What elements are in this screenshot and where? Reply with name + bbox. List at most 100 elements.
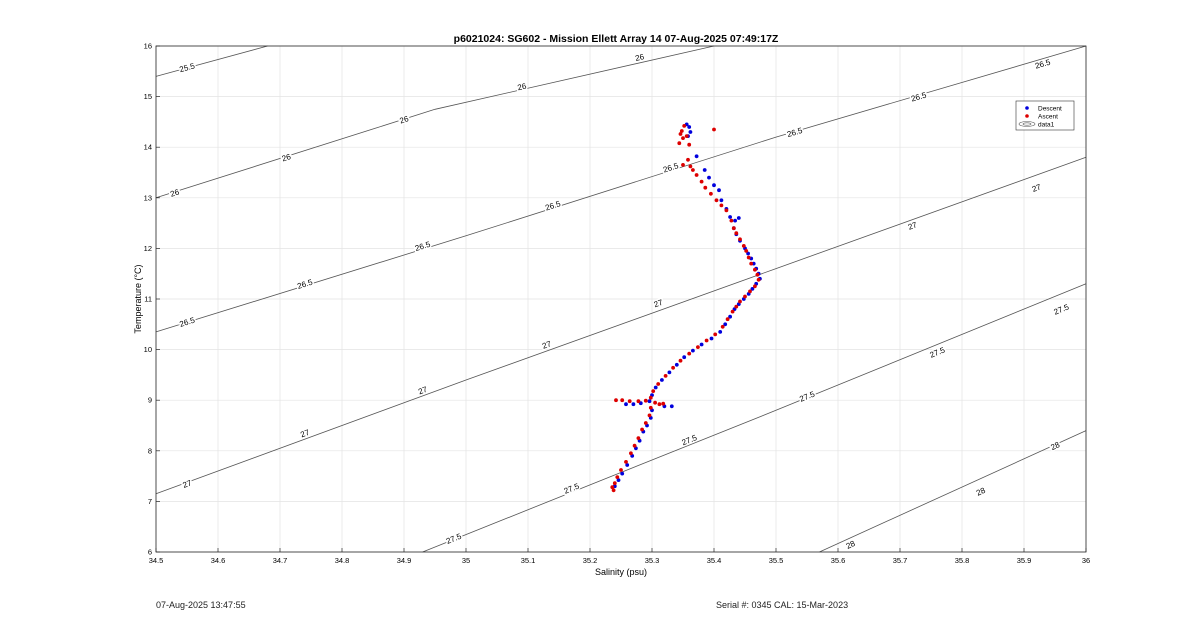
legend-label: Ascent (1038, 113, 1058, 120)
contour-label: 27.5 (445, 531, 463, 545)
contour-label: 27 (907, 220, 919, 232)
x-tick-label: 35.6 (831, 556, 846, 565)
isopycnal-27 (155, 156, 1087, 495)
y-tick-label: 15 (144, 92, 152, 101)
descent-point (702, 168, 707, 172)
ascent-point (682, 124, 687, 128)
ascent-point (748, 289, 752, 294)
ascent-point (643, 398, 648, 403)
legend-marker-ascent (1025, 114, 1029, 118)
ascent-point (749, 261, 754, 266)
legend-marker-contour (1018, 121, 1036, 127)
descent-point (709, 336, 714, 341)
x-axis-label: Salinity (psu) (595, 567, 647, 577)
descent-point (620, 471, 625, 476)
descent-point (718, 330, 723, 334)
ascent-point (657, 402, 662, 407)
x-tick-label: 34.6 (211, 556, 226, 565)
contour-label: 26.5 (544, 199, 562, 212)
ascent-point (743, 294, 747, 299)
ascent-point (620, 398, 625, 403)
contour-label: 28 (1049, 440, 1061, 452)
contour-label: 28 (975, 486, 987, 498)
contour-label: 26.5 (786, 126, 804, 139)
isopycnal-28 (819, 430, 1087, 553)
x-tick-label: 35.9 (1017, 556, 1032, 565)
ascent-point (677, 141, 682, 146)
x-tick-label: 34.5 (149, 556, 164, 565)
descent-point (653, 385, 658, 390)
ascent-point (610, 485, 615, 490)
ascent-point (744, 249, 749, 253)
ascent-point (614, 398, 618, 403)
ascent-point (684, 134, 689, 139)
y-tick-label: 11 (144, 295, 152, 304)
ascent-point (678, 358, 683, 363)
legend-marker-contour-inner (1022, 122, 1032, 126)
contour-label: 25.5 (178, 61, 196, 74)
ascent-point (619, 468, 623, 472)
ascent-point (753, 284, 757, 289)
ascent-point (678, 132, 683, 136)
ascent-point (696, 345, 700, 349)
ascent-point (687, 351, 692, 356)
footer-serial-cal: Serial #: 0345 CAL: 15-Mar-2023 (716, 600, 849, 610)
ascent-point (643, 421, 648, 425)
descent-point (674, 362, 679, 367)
y-tick-label: 13 (144, 193, 152, 202)
x-tick-label: 35.3 (645, 556, 660, 565)
contour-label: 26.5 (910, 90, 928, 103)
ascent-point (640, 427, 644, 432)
descent-point (719, 198, 724, 203)
chart-title: p6021024: SG602 - Mission Ellett Array 1… (454, 33, 779, 45)
descent-point (624, 402, 628, 407)
descent-point (723, 322, 728, 327)
descent-point (691, 348, 695, 353)
x-tick-label: 36 (1082, 556, 1090, 565)
ascent-point (612, 481, 617, 486)
x-tick-label: 34.7 (273, 556, 288, 565)
ascent-point (731, 226, 736, 231)
ascent-point (703, 185, 708, 190)
ascent-point (734, 231, 739, 236)
ascent-point (709, 191, 713, 196)
x-tick-label: 35.4 (707, 556, 722, 565)
contour-label: 27.5 (798, 389, 816, 403)
y-tick-label: 8 (148, 446, 152, 455)
series-ascent (610, 124, 761, 493)
descent-point (682, 355, 687, 360)
x-tick-label: 34.9 (397, 556, 412, 565)
descent-point (687, 125, 692, 129)
ascent-point (753, 267, 757, 272)
contour-label: 26 (281, 152, 293, 163)
ascent-point (730, 309, 735, 314)
descent-point (728, 314, 732, 319)
ascent-point (729, 218, 734, 223)
ascent-point (629, 451, 633, 456)
ascent-point (681, 136, 685, 141)
ascent-point (734, 304, 739, 309)
y-axis: 6 7 8 9 10 11 12 13 14 15 16 (144, 42, 160, 557)
ascent-point (712, 127, 716, 132)
descent-point (625, 463, 630, 467)
contour-label: 26.5 (178, 316, 196, 329)
ascent-point (756, 277, 761, 282)
legend-label: data1 (1038, 121, 1055, 128)
contour-label: 26 (399, 114, 411, 125)
x-tick-label: 34.8 (335, 556, 350, 565)
y-tick-label: 7 (148, 497, 152, 506)
x-axis: 34.5 34.6 34.7 34.8 34.9 35 35.1 35.2 35.3 35.4 35… (149, 548, 1090, 565)
legend-label: Descent (1038, 105, 1062, 112)
descent-point (736, 216, 741, 220)
descent-point (750, 287, 755, 291)
ascent-point (714, 198, 719, 203)
ascent-point (656, 382, 661, 386)
x-tick-label: 35.8 (955, 556, 970, 565)
contour-label: 26.5 (414, 240, 432, 253)
ascent-point (648, 395, 653, 400)
descent-point (707, 175, 711, 180)
contour-label: 27.5 (928, 345, 946, 359)
contour-label: 26.5 (296, 278, 314, 291)
descent-point (712, 183, 716, 188)
x-tick-label: 35.2 (583, 556, 598, 565)
